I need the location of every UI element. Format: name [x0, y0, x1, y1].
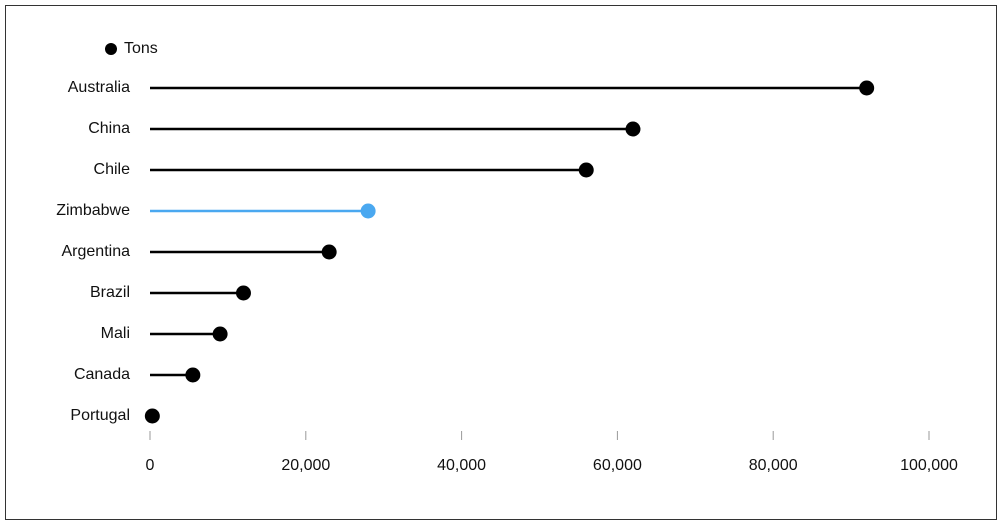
dot [859, 80, 875, 96]
dot [212, 326, 228, 342]
y-tick-label: Argentina [62, 243, 131, 260]
dot [144, 408, 160, 424]
dot [578, 162, 594, 178]
dot [185, 367, 201, 383]
y-tick-label: Zimbabwe [56, 202, 130, 219]
x-tick-label: 100,000 [900, 457, 958, 474]
dot [235, 285, 251, 301]
dot [360, 203, 376, 219]
x-tick-label: 40,000 [437, 457, 486, 474]
y-tick-label: Canada [74, 366, 130, 383]
y-tick-label: Chile [94, 161, 131, 178]
x-tick-label: 0 [146, 457, 155, 474]
y-tick-label: Brazil [90, 284, 130, 301]
y-tick-label: Portugal [70, 407, 130, 424]
y-tick-label: Australia [68, 79, 130, 96]
y-tick-label: Mali [101, 325, 130, 342]
legend-label: Tons [124, 40, 158, 57]
x-tick-label: 60,000 [593, 457, 642, 474]
legend-marker [105, 43, 117, 55]
x-tick-label: 80,000 [749, 457, 798, 474]
x-tick-label: 20,000 [281, 457, 330, 474]
y-tick-label: China [88, 120, 130, 137]
dot [321, 244, 337, 260]
dot [625, 121, 641, 137]
frame [5, 5, 997, 520]
